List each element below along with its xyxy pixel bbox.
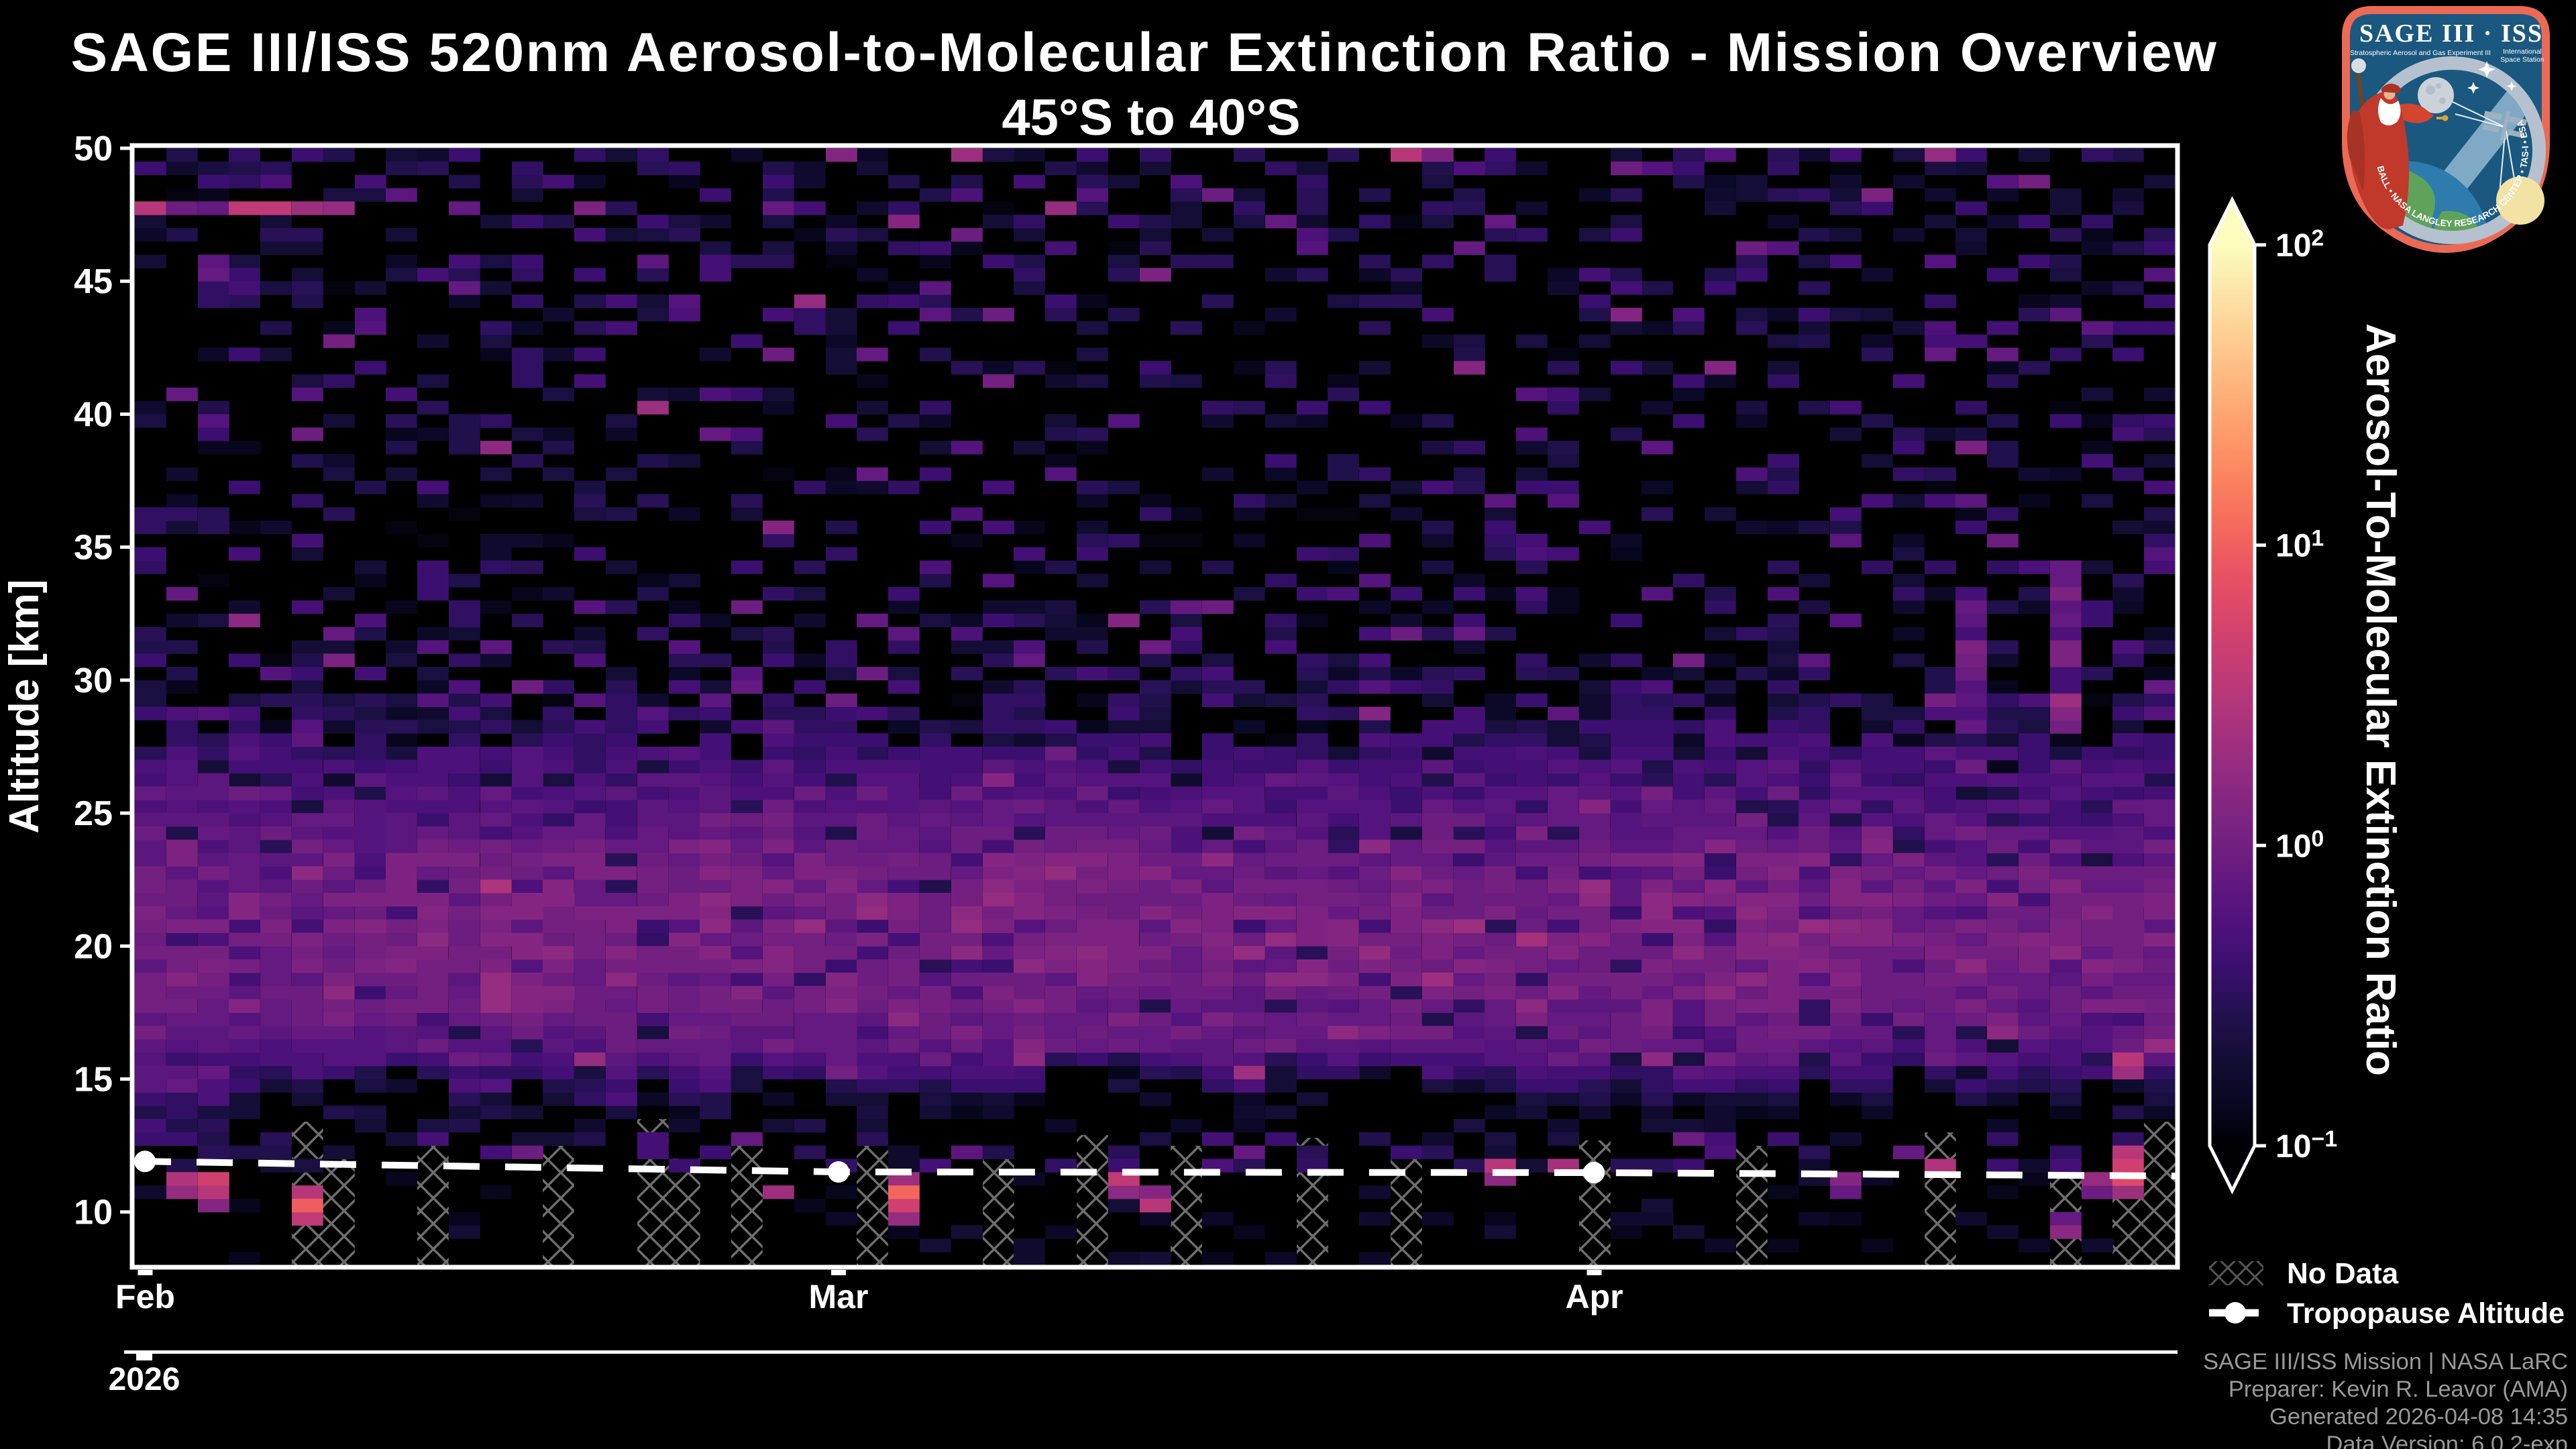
svg-text:10: 10	[74, 1193, 113, 1232]
svg-text:Generated 2026-04-08 14:35: Generated 2026-04-08 14:35	[2269, 1404, 2568, 1430]
svg-text:Tropopause Altitude: Tropopause Altitude	[2287, 1297, 2565, 1330]
svg-text:SAGE III · ISS: SAGE III · ISS	[2359, 19, 2543, 48]
svg-text:Aerosol-To-Molecular Extinctio: Aerosol-To-Molecular Extinction Ratio	[2357, 323, 2404, 1076]
svg-text:45°S to 40°S: 45°S to 40°S	[1002, 89, 1300, 146]
svg-text:Apr: Apr	[1565, 1278, 1623, 1316]
svg-text:2026: 2026	[109, 1362, 180, 1397]
svg-text:Feb: Feb	[115, 1278, 175, 1316]
svg-text:Space Station: Space Station	[2500, 56, 2544, 64]
svg-text:Stratospheric Aerosol and Gas: Stratospheric Aerosol and Gas Experiment…	[2350, 49, 2491, 57]
svg-text:SAGE III/ISS Mission | NASA La: SAGE III/ISS Mission | NASA LaRC	[2203, 1349, 2568, 1375]
svg-text:102: 102	[2275, 225, 2324, 264]
svg-text:No Data: No Data	[2287, 1257, 2399, 1290]
svg-text:30: 30	[74, 661, 113, 700]
svg-text:35: 35	[74, 529, 113, 568]
svg-text:40: 40	[74, 395, 113, 434]
svg-text:15: 15	[74, 1061, 113, 1099]
svg-text:10−1: 10−1	[2275, 1126, 2337, 1165]
svg-text:Preparer: Kevin R. Leavor (AMA: Preparer: Kevin R. Leavor (AMA)	[2229, 1377, 2568, 1402]
svg-text:International: International	[2503, 48, 2542, 56]
svg-text:25: 25	[74, 794, 113, 833]
svg-text:45: 45	[74, 262, 113, 301]
svg-text:50: 50	[74, 129, 113, 168]
svg-text:SAGE III/ISS 520nm Aerosol-to-: SAGE III/ISS 520nm Aerosol-to-Molecular …	[71, 22, 2218, 83]
svg-text:Mar: Mar	[809, 1278, 869, 1316]
svg-text:Altitude [km]: Altitude [km]	[1, 580, 48, 834]
svg-text:20: 20	[74, 927, 113, 966]
svg-text:Data Version: 6.0.2-exp: Data Version: 6.0.2-exp	[2326, 1432, 2568, 1449]
